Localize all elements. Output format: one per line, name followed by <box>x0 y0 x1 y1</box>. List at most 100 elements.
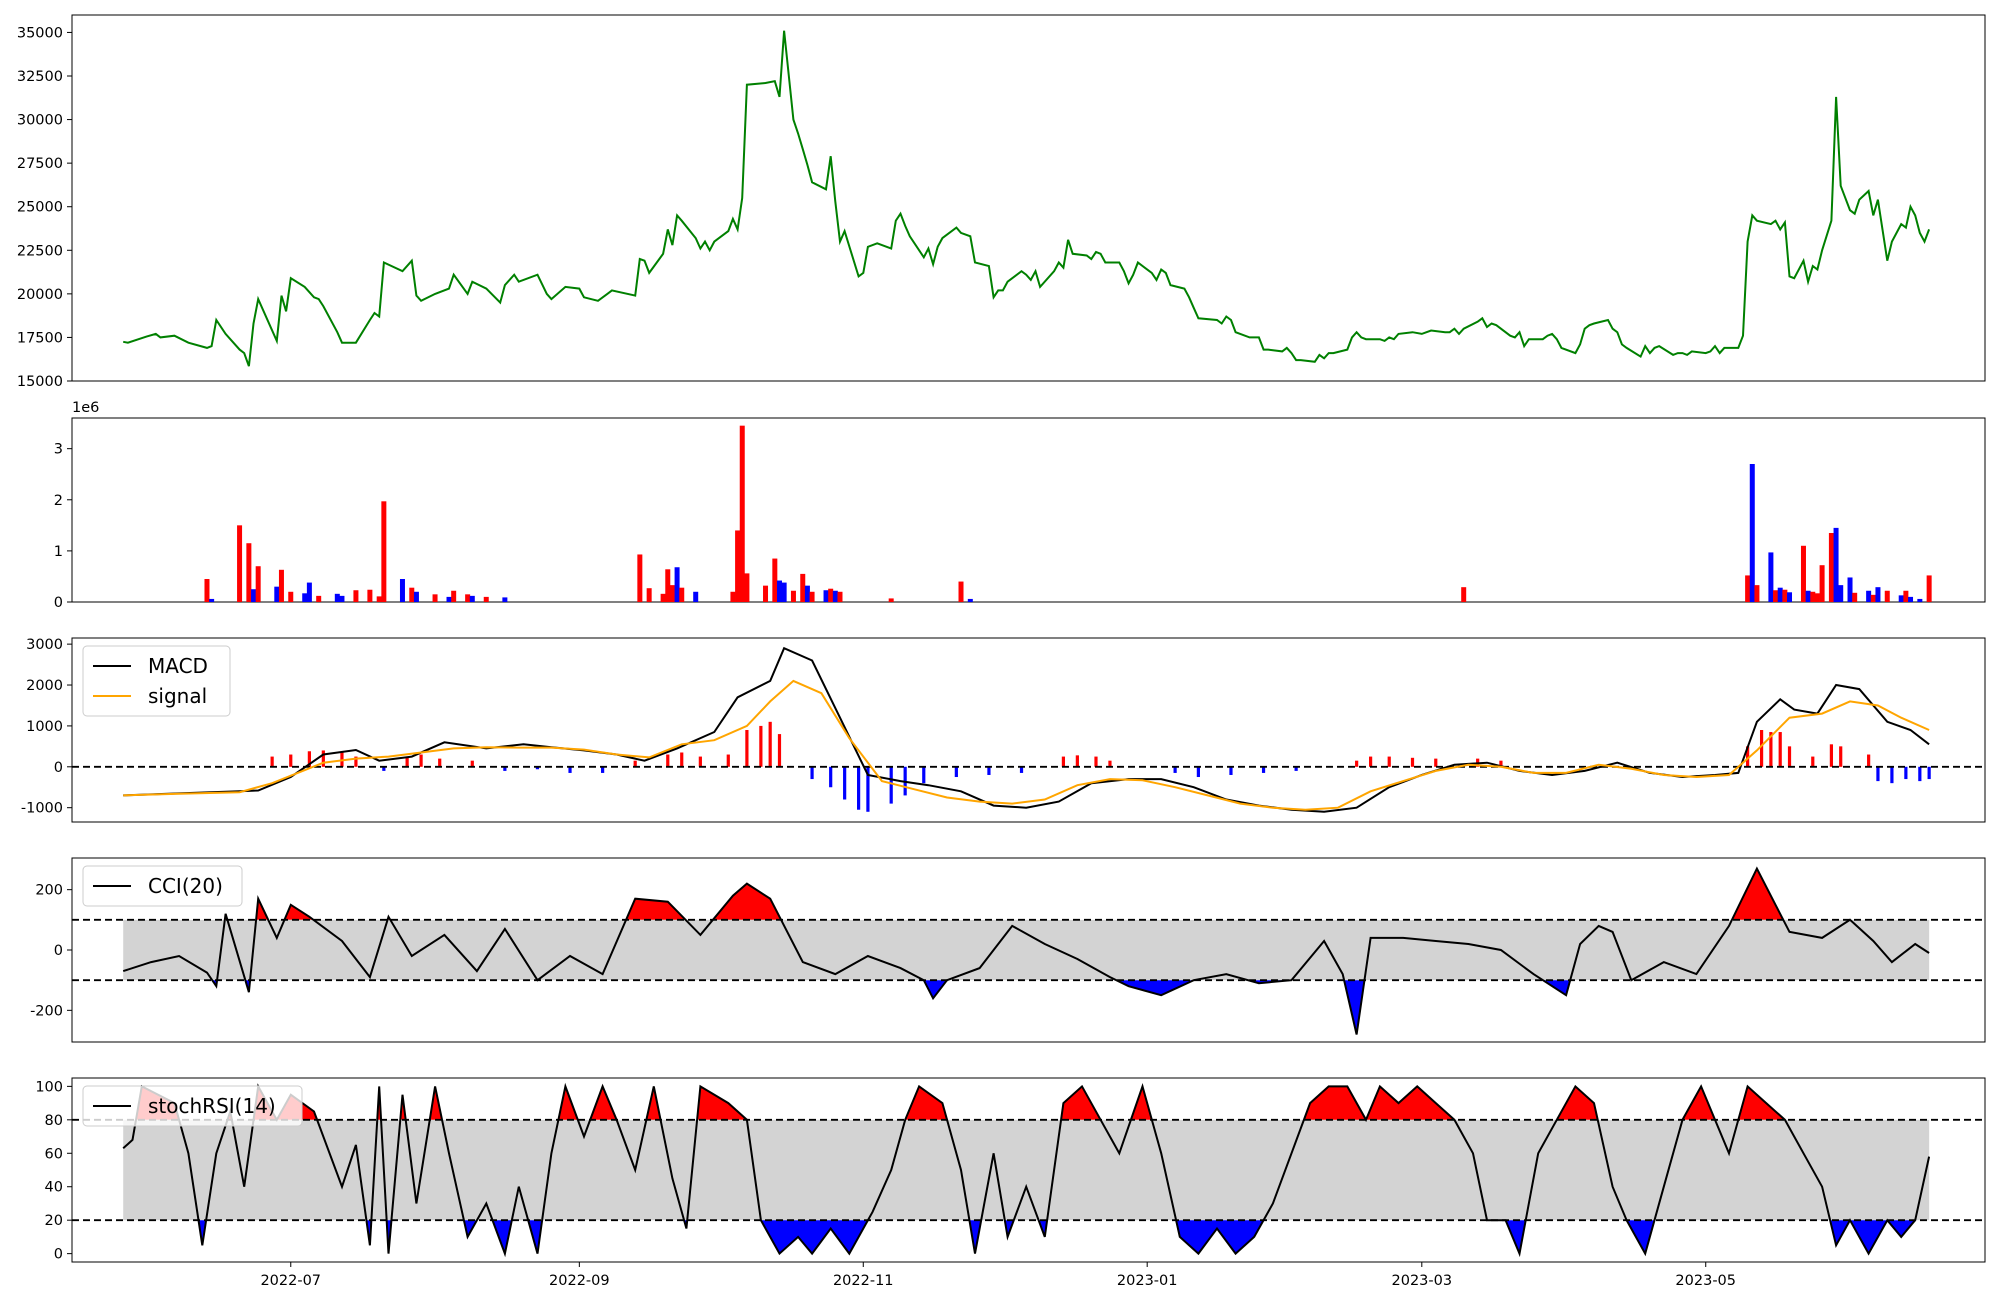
volume-bar <box>288 591 294 602</box>
volume-bar <box>832 590 838 602</box>
volume-bar <box>1884 590 1890 602</box>
macd-histogram-bar <box>1108 760 1112 767</box>
stochrsi-overbought-fill <box>697 1086 747 1120</box>
volume-bar <box>376 596 382 602</box>
stochrsi-neutral-band <box>123 1119 1930 1221</box>
macd-histogram-bar <box>1499 760 1503 767</box>
volume-bar <box>483 596 489 602</box>
cci-overbought-fill <box>626 898 686 920</box>
volume-bar <box>679 587 685 602</box>
stochrsi-overbought-fill <box>646 1086 661 1120</box>
volume-bar <box>237 525 243 602</box>
volume-scale-label: 1e6 <box>72 400 99 416</box>
volume-bar <box>399 579 405 602</box>
stochrsi-overbought-fill <box>1556 1086 1598 1120</box>
price-y-tick-label: 17500 <box>17 330 63 346</box>
volume-bar <box>1782 589 1788 602</box>
stochrsi-oversold-fill <box>1850 1220 1888 1254</box>
macd-histogram-bar <box>768 721 772 767</box>
macd-histogram-bar <box>1434 758 1438 767</box>
macd-histogram-bar <box>1387 756 1391 767</box>
x-tick-label: 2023-05 <box>1675 1273 1736 1289</box>
macd-histogram-bar <box>843 766 847 800</box>
volume-bar <box>334 593 340 602</box>
stochrsi-oversold-fill <box>1626 1220 1655 1254</box>
x-tick-label: 2022-11 <box>833 1273 894 1289</box>
volume-y-tick-label: 1 <box>54 544 63 560</box>
macd-histogram-bar <box>1019 766 1024 773</box>
macd-histogram-bar <box>922 766 926 784</box>
volume-bar <box>1814 593 1820 602</box>
stochrsi-oversold-fill <box>969 1220 982 1254</box>
volume-bar <box>772 558 778 602</box>
stochrsi-oversold-fill <box>492 1220 512 1254</box>
stochrsi-axes-frame <box>71 1077 1986 1263</box>
volume-bar <box>637 554 643 602</box>
macd-histogram-bar <box>1410 757 1415 767</box>
volume-y-tick-label: 3 <box>54 442 63 458</box>
volume-bar <box>204 579 210 602</box>
volume-bar <box>674 567 680 602</box>
volume-bar <box>1870 594 1876 602</box>
price-y-tick-label: 20000 <box>17 287 63 303</box>
stochrsi-y-tick-label: 0 <box>54 1247 63 1263</box>
macd-histogram-bar <box>1918 766 1922 782</box>
cci-overbought-fill <box>1731 868 1784 920</box>
macd-histogram-bar <box>438 758 442 767</box>
macd-histogram-bar <box>829 766 833 788</box>
volume-bar <box>967 598 973 602</box>
cci-oversold-fill <box>1344 980 1365 1035</box>
volume-y-tick-label: 2 <box>54 493 63 509</box>
macd-histogram-bar <box>745 730 749 767</box>
macd-y-tick-label: 1000 <box>26 719 63 735</box>
cci-y-tick-label: 200 <box>35 883 63 899</box>
volume-axes-frame <box>71 417 1986 603</box>
macd-histogram-bar <box>503 766 507 771</box>
volume-bar <box>339 595 345 602</box>
volume-bar <box>451 590 457 602</box>
x-tick-label: 2022-09 <box>549 1273 610 1289</box>
macd-histogram-bar <box>568 766 572 773</box>
volume-bar <box>665 569 671 602</box>
macd-histogram-bar <box>666 754 670 767</box>
macd-histogram-bar <box>307 751 311 767</box>
price-line <box>123 30 1931 367</box>
volume-bar <box>1833 527 1839 602</box>
cci-legend <box>82 865 243 907</box>
macd-histogram-bar <box>1778 732 1782 767</box>
macd-histogram-bar <box>1927 766 1931 780</box>
stochrsi-overbought-fill <box>1738 1086 1785 1120</box>
stochrsi-y-tick-label: 20 <box>45 1213 63 1229</box>
volume-bar <box>1838 585 1844 602</box>
volume-bar <box>353 590 359 602</box>
volume-bar <box>1754 585 1760 602</box>
cci-line <box>122 866 1930 1035</box>
volume-bar <box>316 595 322 602</box>
cci-panel: -200 0 200 CCI(20) <box>30 857 1986 1043</box>
stochrsi-overbought-fill <box>1682 1086 1715 1120</box>
macd-legend-label: signal <box>148 684 207 708</box>
macd-histogram-bar <box>419 754 423 767</box>
stochrsi-y-tick-label: 60 <box>45 1146 63 1162</box>
volume-bar <box>306 582 312 602</box>
macd-histogram-bar <box>1369 756 1373 767</box>
macd-histogram-bar <box>1075 755 1079 767</box>
macd-histogram-bar <box>759 725 763 767</box>
macd-histogram-bar <box>954 766 958 778</box>
x-tick-label: 2023-03 <box>1392 1273 1453 1289</box>
volume-bar <box>1810 591 1816 602</box>
macd-histogram-bar <box>405 756 409 767</box>
volume-bar <box>958 581 964 602</box>
cci-oversold-fill <box>1116 980 1194 996</box>
volume-bar <box>790 590 796 602</box>
macd-panel: -1000 0 1000 2000 3000 MACD signal <box>21 637 1986 823</box>
volume-bar <box>646 588 652 602</box>
volume-bar <box>800 573 806 602</box>
macd-histogram-bar <box>1876 766 1880 782</box>
cci-overbought-fill <box>284 904 314 920</box>
cci-y-tick-label: 0 <box>54 943 63 959</box>
volume-bar <box>776 580 782 602</box>
macd-histogram-bar <box>382 766 386 771</box>
cci-oversold-fill <box>923 980 947 999</box>
